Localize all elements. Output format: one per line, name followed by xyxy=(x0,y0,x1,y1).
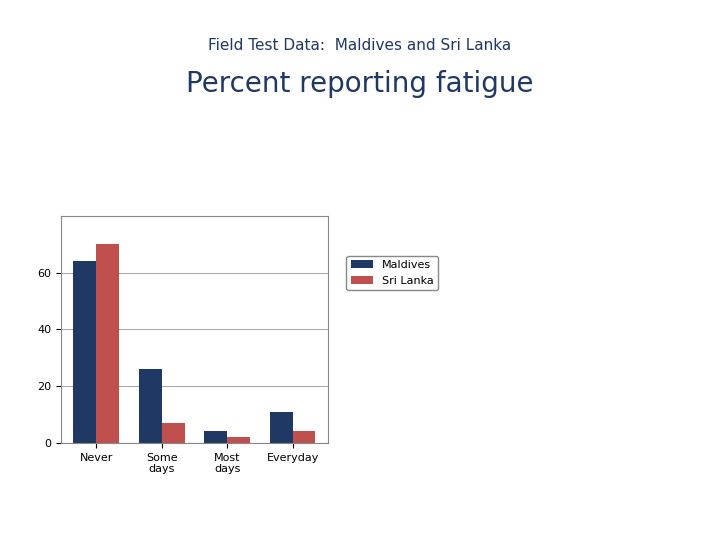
Bar xyxy=(162,423,184,443)
Bar xyxy=(292,431,315,443)
Legend: Maldives, Sri Lanka: Maldives, Sri Lanka xyxy=(346,255,438,290)
Bar xyxy=(204,431,227,443)
Bar xyxy=(227,437,250,443)
Text: Field Test Data:  Maldives and Sri Lanka: Field Test Data: Maldives and Sri Lanka xyxy=(208,38,512,53)
Bar xyxy=(139,369,162,443)
Text: Percent reporting fatigue: Percent reporting fatigue xyxy=(186,70,534,98)
Bar xyxy=(96,244,119,443)
Bar xyxy=(270,411,292,443)
Bar xyxy=(73,261,96,443)
